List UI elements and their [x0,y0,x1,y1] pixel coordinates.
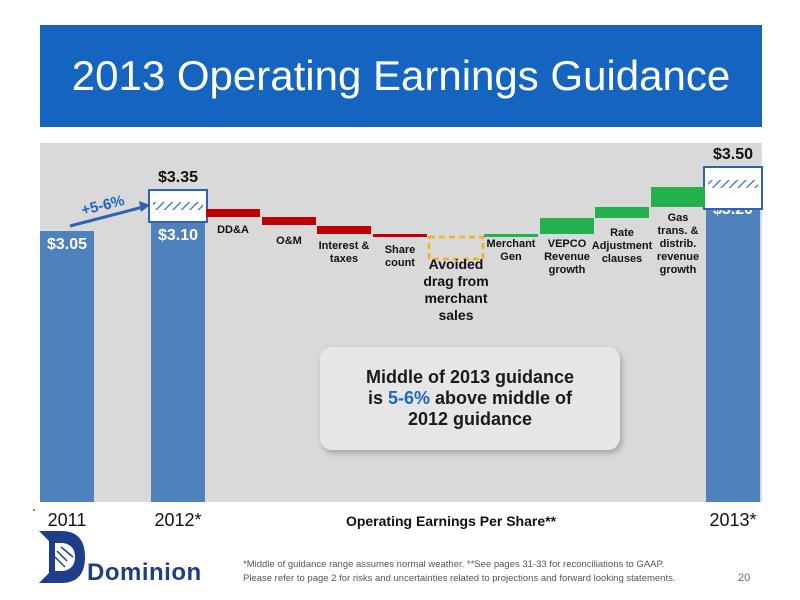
step-bar-8 [651,187,705,207]
total-bar-0 [40,231,94,502]
step-bar-4 [427,235,485,261]
total-value-label-0: $3.05 [47,236,87,253]
step-label-3: Share count [385,244,416,269]
step-label-5: Merchant Gen [487,238,536,263]
total-value-label-1: $3.10 [158,227,198,244]
step-bar-1 [262,217,316,225]
callout-line-3: 2012 guidance [407,409,533,429]
step-label-0: DD&A [217,224,249,236]
page-number: 20 [738,572,751,584]
callout-line-2-post: above middle of [430,388,573,408]
total-bar-2 [706,196,760,502]
step-label-4: Avoided drag from merchant sales [423,256,488,323]
step-label-2: Interest & taxes [319,240,370,265]
callout-line-2-pre: is [367,388,388,408]
callout-highlight: 5-6% [387,388,430,408]
step-label-7: Rate Adjustment clauses [592,227,653,265]
title-banner: 2013 Operating Earnings Guidance [40,25,762,127]
range-top-label-2: $3.50 [713,146,753,163]
step-bar-6 [540,218,594,234]
growth-arrow-label: +5-6% [80,192,127,219]
range-top-label-1: $3.35 [158,169,198,186]
x-axis-label: Operating Earnings Per Share** [346,513,557,529]
range-hatch-2 [708,180,758,188]
step-bar-7 [595,207,649,218]
footnote-line-2: Please refer to page 2 for risks and unc… [243,573,676,584]
step-bar-0 [206,209,260,217]
dot-marker [33,509,35,511]
dominion-logo-icon [39,531,85,583]
category-label-1: 2012* [154,510,201,530]
step-label-8: Gas trans. & distrib. revenue growth [657,212,699,276]
growth-arrow-head [139,201,150,212]
range-hatch-1 [153,202,203,210]
category-label-0: 2011 [48,510,87,530]
step-bar-5 [484,234,538,237]
footnote: *Middle of guidance range assumes normal… [243,558,743,586]
page-title: 2013 Operating Earnings Guidance [71,52,731,99]
dominion-logo: Dominion [33,527,218,587]
step-label-1: O&M [276,235,302,247]
growth-arrow-line [69,205,144,228]
logo-wordmark: Dominion [87,559,202,586]
total-bar-1 [151,222,205,502]
callout-text: Middle of 2013 guidance is 5-6% above mi… [320,367,620,430]
callout-line-2: is 5-6% above middle of [320,388,620,409]
category-label-2: 2013* [709,510,756,530]
step-bar-2 [317,226,371,234]
guidance-callout: Middle of 2013 guidance is 5-6% above mi… [320,347,620,450]
callout-line-1: Middle of 2013 guidance [365,367,575,387]
footnote-line-1: *Middle of guidance range assumes normal… [243,559,665,570]
step-bar-3 [373,234,427,237]
step-label-6: VEPCO Revenue growth [544,238,590,276]
